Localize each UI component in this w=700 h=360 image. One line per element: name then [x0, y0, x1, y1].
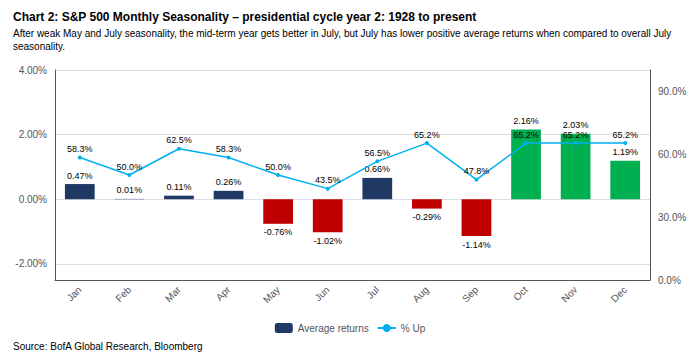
svg-text:Jan: Jan: [65, 284, 84, 303]
svg-text:0.01%: 0.01%: [117, 185, 143, 195]
svg-text:Source: BofA Global Research,: Source: BofA Global Research, Bloomberg: [13, 341, 203, 352]
svg-text:0.47%: 0.47%: [67, 171, 93, 181]
svg-text:43.5%: 43.5%: [315, 175, 341, 185]
svg-text:65.2%: 65.2%: [414, 130, 440, 140]
svg-text:56.5%: 56.5%: [365, 148, 391, 158]
svg-text:0.00%: 0.00%: [19, 194, 47, 205]
svg-text:-1.14%: -1.14%: [462, 240, 491, 250]
svg-text:May: May: [261, 284, 282, 305]
svg-text:60.0%: 60.0%: [658, 149, 686, 160]
svg-text:Dec: Dec: [609, 284, 629, 304]
svg-text:0.0%: 0.0%: [658, 275, 681, 286]
svg-text:90.0%: 90.0%: [658, 86, 686, 97]
svg-text:2.03%: 2.03%: [562, 120, 589, 131]
svg-text:-0.76%: -0.76%: [264, 227, 293, 237]
svg-text:Feb: Feb: [113, 284, 133, 304]
svg-text:-2.00%: -2.00%: [15, 258, 47, 269]
svg-text:Nov: Nov: [559, 284, 579, 304]
svg-text:-1.02%: -1.02%: [313, 236, 342, 246]
svg-text:Jul: Jul: [364, 284, 381, 301]
svg-text:47.8%: 47.8%: [464, 166, 490, 176]
svg-text:Aug: Aug: [410, 284, 430, 304]
svg-text:58.3%: 58.3%: [216, 144, 242, 154]
svg-text:65.2%: 65.2%: [513, 130, 539, 140]
svg-text:Chart 2: S&P 500 Monthly Seaso: Chart 2: S&P 500 Monthly Seasonality – p…: [13, 10, 476, 24]
svg-text:58.3%: 58.3%: [67, 144, 93, 154]
svg-text:30.0%: 30.0%: [658, 212, 686, 223]
svg-text:Sep: Sep: [460, 284, 481, 305]
svg-text:2.16%: 2.16%: [513, 116, 539, 126]
svg-text:0.66%: 0.66%: [364, 164, 391, 175]
svg-text:After weak May and July season: After weak May and July seasonality, the…: [13, 28, 674, 39]
svg-text:4.00%: 4.00%: [19, 65, 47, 76]
svg-text:2.00%: 2.00%: [19, 129, 47, 140]
svg-text:1.19%: 1.19%: [612, 147, 638, 157]
svg-text:Mar: Mar: [163, 284, 183, 304]
svg-text:50.0%: 50.0%: [117, 162, 143, 172]
svg-text:Average returns: Average returns: [298, 323, 369, 334]
svg-text:Oct: Oct: [511, 284, 530, 303]
svg-text:0.11%: 0.11%: [167, 182, 192, 192]
svg-text:0.26%: 0.26%: [216, 177, 242, 187]
svg-text:-0.29%: -0.29%: [413, 212, 442, 222]
svg-text:62.5%: 62.5%: [166, 135, 192, 145]
svg-text:50.0%: 50.0%: [265, 162, 291, 172]
svg-text:65.2%: 65.2%: [612, 130, 638, 140]
svg-text:seasonality.: seasonality.: [13, 41, 65, 52]
svg-text:% Up: % Up: [401, 323, 426, 334]
svg-text:65.2%: 65.2%: [563, 130, 589, 140]
svg-text:Apr: Apr: [214, 284, 233, 303]
svg-text:Jun: Jun: [312, 284, 331, 303]
